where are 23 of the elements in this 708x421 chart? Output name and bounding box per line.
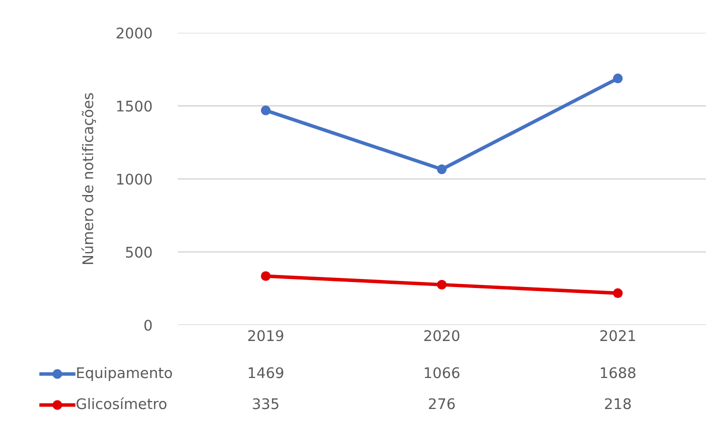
data-label: 1066 — [424, 367, 460, 378]
point — [612, 288, 623, 298]
point — [612, 74, 623, 84]
legend-label: Equipamento — [77, 366, 172, 382]
point — [436, 164, 447, 174]
y-tick-label: 500 — [126, 246, 152, 258]
point — [260, 271, 271, 281]
legend-label: Glicosímetro — [76, 397, 166, 410]
point — [436, 280, 447, 290]
x-tick-label: 2019 — [248, 330, 284, 342]
y-tick-label: 1000 — [117, 174, 152, 185]
y-tick-label: 2000 — [116, 28, 152, 39]
y-tick-label: 1500 — [117, 100, 152, 112]
y-axis-title: Número de notificações — [81, 93, 96, 264]
data-label: 1469 — [248, 367, 284, 378]
x-tick-label: 2021 — [600, 330, 636, 342]
x-tick-label: 2020 — [424, 330, 460, 342]
y-tick-label: 0 — [144, 320, 152, 331]
data-label: 1688 — [600, 367, 636, 378]
data-label: 276 — [428, 398, 455, 410]
point — [260, 106, 271, 116]
data-label: 335 — [252, 398, 278, 410]
data-label: 218 — [605, 398, 631, 410]
